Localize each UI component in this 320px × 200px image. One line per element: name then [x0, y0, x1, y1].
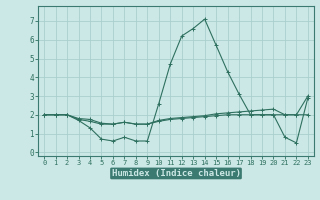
X-axis label: Humidex (Indice chaleur): Humidex (Indice chaleur)	[111, 169, 241, 178]
